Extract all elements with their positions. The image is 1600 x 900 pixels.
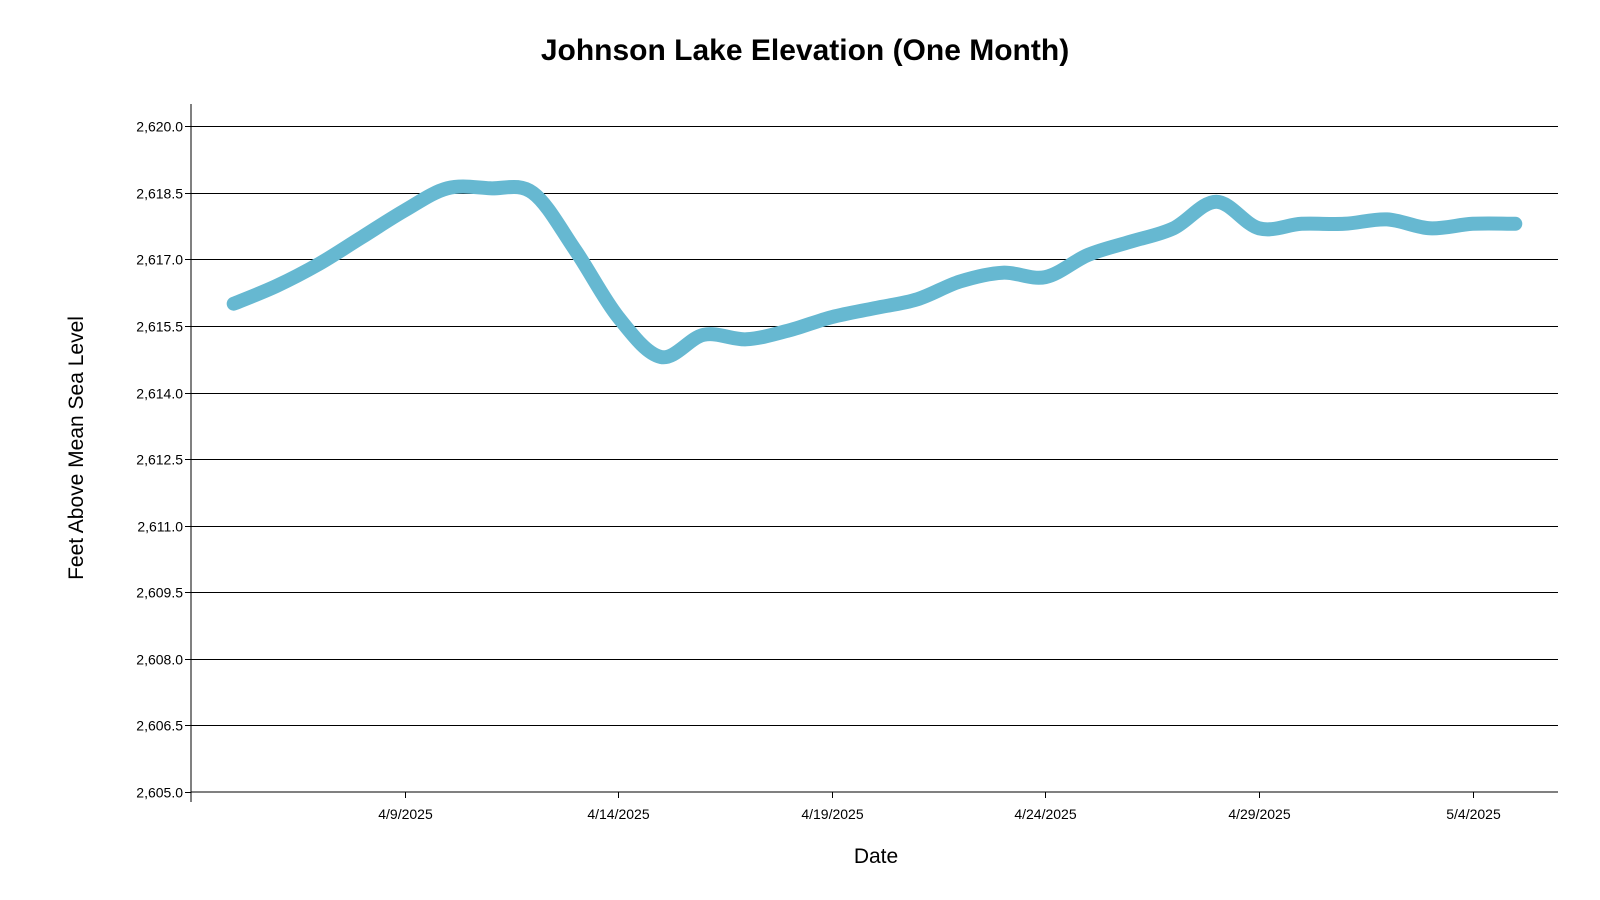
y-tick-label: 2,620.0 bbox=[136, 119, 183, 135]
chart-title: Johnson Lake Elevation (One Month) bbox=[541, 34, 1069, 67]
x-tick-label: 4/29/2025 bbox=[1228, 806, 1290, 822]
x-tick-labels: 4/9/2025 4/14/2025 4/19/2025 4/24/2025 4/29/… bbox=[378, 792, 1501, 822]
y-tick-label: 2,614.0 bbox=[136, 386, 183, 402]
y-tick-label: 2,611.0 bbox=[137, 519, 183, 535]
y-tick-labels: 2,605.0 2,606.5 2,608.0 2,609.5 2,611.0 2,612… bbox=[136, 119, 191, 801]
y-tick-label: 2,609.5 bbox=[136, 585, 183, 601]
x-tick-label: 5/4/2025 bbox=[1446, 806, 1501, 822]
y-tick-label: 2,615.5 bbox=[136, 319, 183, 335]
y-tick-label: 2,606.5 bbox=[136, 718, 183, 734]
x-tick-label: 4/14/2025 bbox=[587, 806, 649, 822]
axes bbox=[190, 104, 1558, 802]
y-tick-label: 2,608.0 bbox=[136, 652, 183, 668]
grid-lines bbox=[191, 126, 1558, 726]
y-tick-label: 2,605.0 bbox=[136, 785, 183, 801]
y-tick-label: 2,612.5 bbox=[136, 452, 183, 468]
series-group bbox=[226, 179, 1523, 365]
x-tick-label: 4/9/2025 bbox=[378, 806, 433, 822]
elevation-series-line bbox=[226, 179, 1523, 365]
y-tick-label: 2,618.5 bbox=[136, 186, 183, 202]
y-axis-label: Feet Above Mean Sea Level bbox=[65, 316, 88, 580]
x-tick-label: 4/19/2025 bbox=[801, 806, 863, 822]
y-tick-label: 2,617.0 bbox=[136, 252, 183, 268]
x-axis-label: Date bbox=[854, 845, 898, 868]
x-tick-label: 4/24/2025 bbox=[1014, 806, 1076, 822]
